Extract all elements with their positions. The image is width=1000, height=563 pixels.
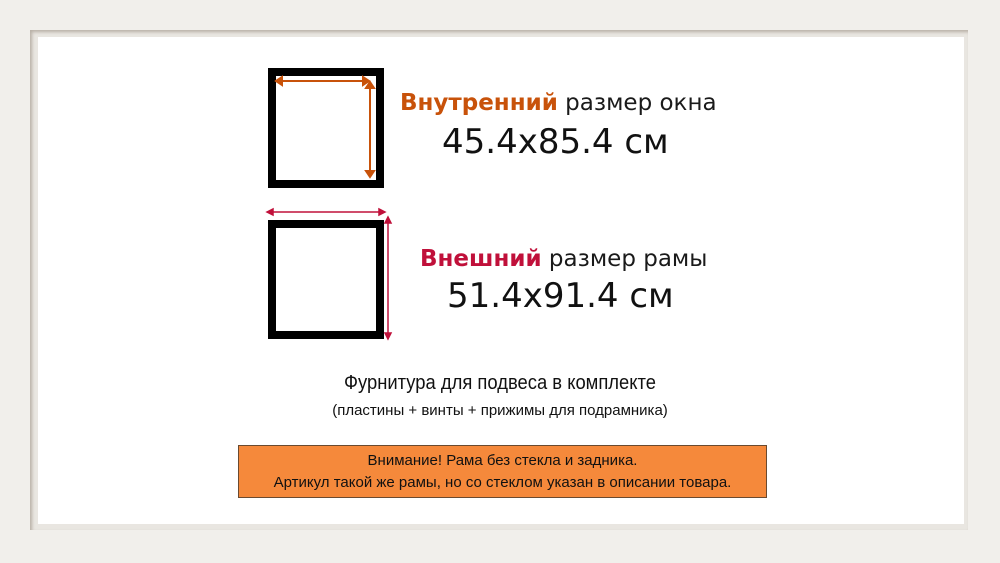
hardware-subtitle: (пластины + винты + прижимы для подрамни… [332,402,668,419]
hardware-title: Фурнитура для подвеса в комплекте [344,372,656,394]
outer-size-diagram [268,220,384,339]
inner-highlight: Внутренний [400,90,558,116]
inner-size-label: Внутренний размер окна [400,90,717,116]
warning-line-2: Артикул такой же рамы, но со стеклом ука… [273,474,732,491]
outer-size-label: Внешний размер рамы [420,246,707,272]
outer-highlight: Внешний [420,246,542,272]
outer-label-rest: размер рамы [541,246,708,272]
inner-size-diagram [268,68,384,188]
warning-box: Внимание! Рама без стекла и задника. Арт… [238,445,767,498]
outer-size-value: 51.4x91.4 см [447,276,674,316]
inner-dimension-arrows [274,75,376,179]
warning-line-1: Внимание! Рама без стекла и задника. [367,452,638,469]
frame-mat [38,37,964,524]
outer-dimension-arrows [265,207,393,341]
inner-size-value: 45.4x85.4 см [442,122,669,162]
inner-label-rest: размер окна [557,90,717,116]
